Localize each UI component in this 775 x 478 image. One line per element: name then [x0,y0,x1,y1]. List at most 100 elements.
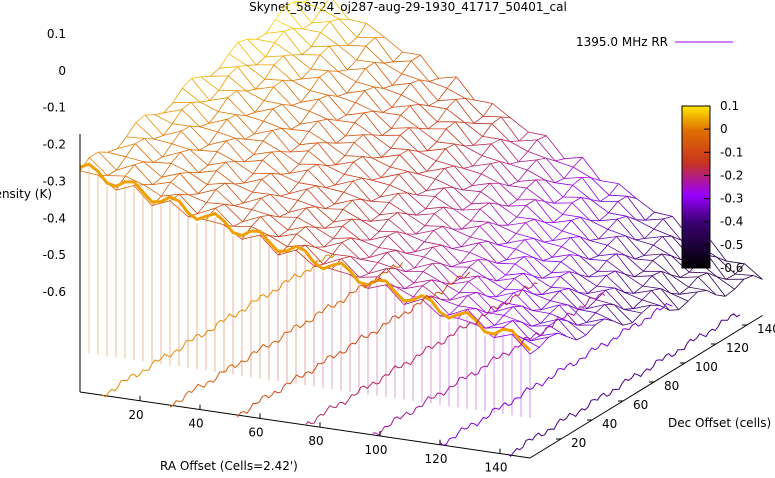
surface-grid-line [348,19,367,24]
surface-grid-line [550,286,570,289]
surface-grid-line [263,120,282,129]
surface-grid-line [373,110,383,113]
surface-grid-line [688,276,699,288]
surface-grid-line [344,155,363,157]
surface-grid-line [368,262,379,274]
surface-grid-line [422,263,433,272]
surface-grid-line [442,226,453,230]
surface-grid-line [509,161,519,165]
surface-grid-line [661,271,671,276]
surface-grid-line [224,203,234,207]
surface-grid-line [494,315,505,326]
surface-grid-line [509,141,529,152]
surface-grid-line [419,104,438,123]
x-tick-label: 40 [188,417,203,431]
surface-grid-line [243,173,254,184]
surface-grid-line [397,212,408,215]
surface-grid-line [687,291,698,302]
surface-grid-line [353,156,364,163]
surface-grid-line [679,271,690,278]
surface-grid-line [293,28,312,47]
surface-grid-line [726,260,745,265]
surface-grid-line [545,157,565,179]
surface-grid-line [388,218,407,235]
surface-grid-line [234,161,254,175]
surface-grid-line [290,123,301,130]
surface-grid-line [450,262,461,268]
surface-grid-line [107,175,126,177]
surface-grid-line [305,226,325,248]
surface-grid-line [488,221,508,244]
surface-grid-line [215,189,235,206]
surface-grid-line [274,42,293,56]
surface-grid-line [585,324,596,336]
surface-grid-line [396,249,406,254]
surface-grid-line [452,208,463,211]
surface-grid-line [368,247,379,258]
surface-grid-line [290,150,309,153]
surface-grid-line [356,59,375,63]
surface-grid-line [260,197,280,218]
surface-grid-line [469,225,480,238]
surface-grid-line [472,182,491,186]
surface-grid-line [518,159,537,163]
surface-grid-line [327,94,347,116]
surface-grid-line [653,236,663,246]
base-trace [507,313,741,457]
surface-grid-line [315,206,326,209]
surface-grid-line [143,161,154,163]
surface-grid-line [359,276,378,278]
surface-grid-line [288,200,299,213]
surface-grid-line [269,214,289,231]
surface-grid-line [323,253,333,265]
surface-grid-line [518,151,529,163]
surface-grid-line [227,90,238,99]
surface-grid-line [427,148,446,152]
z-tick-label: -0.5 [43,248,66,262]
surface-grid-line [234,182,244,185]
surface-grid-line [464,98,484,117]
surface-grid-line [654,211,673,217]
surface-grid-line [233,202,244,207]
surface-grid-line [606,253,617,261]
surface-grid-line [561,220,572,232]
surface-grid-line [215,182,226,190]
surface-grid-line [498,204,509,207]
surface-grid-line [636,198,655,213]
surface-grid-line [561,230,581,238]
surface-grid-line [277,249,297,256]
surface-grid-line [325,184,336,188]
surface-grid-line [299,111,310,125]
surface-grid-line [588,275,607,278]
surface-grid-line [480,183,491,192]
surface-grid-line [386,252,406,272]
surface-grid-line [617,215,627,220]
surface-grid-line [437,99,456,102]
surface-grid-line [560,254,571,263]
surface-grid-line [451,246,462,249]
surface-grid-line [706,290,717,296]
surface-grid-line [225,182,235,185]
surface-grid-line [535,199,554,223]
surface-grid-line [298,182,317,187]
surface-grid-line [253,140,264,155]
surface-grid-line [532,293,551,302]
surface-grid-line [469,252,488,261]
surface-grid-line [495,292,514,298]
surface-grid-line [299,131,310,145]
surface-grid-line [415,225,426,235]
surface-grid-line [453,187,463,191]
surface-grid-line [279,195,298,201]
surface-grid-line [428,105,447,110]
surface-grid-line [419,79,439,101]
surface-grid-line [541,286,552,296]
surface-grid-line [190,125,209,146]
surface-grid-line [296,233,315,248]
surface-grid-line [305,226,316,228]
surface-grid-line [483,115,502,118]
surface-grid-line [343,180,354,193]
surface-grid-line [179,194,198,214]
surface-grid-line [374,62,384,64]
surface-grid-line [515,222,526,234]
surface-grid-line [596,299,615,306]
